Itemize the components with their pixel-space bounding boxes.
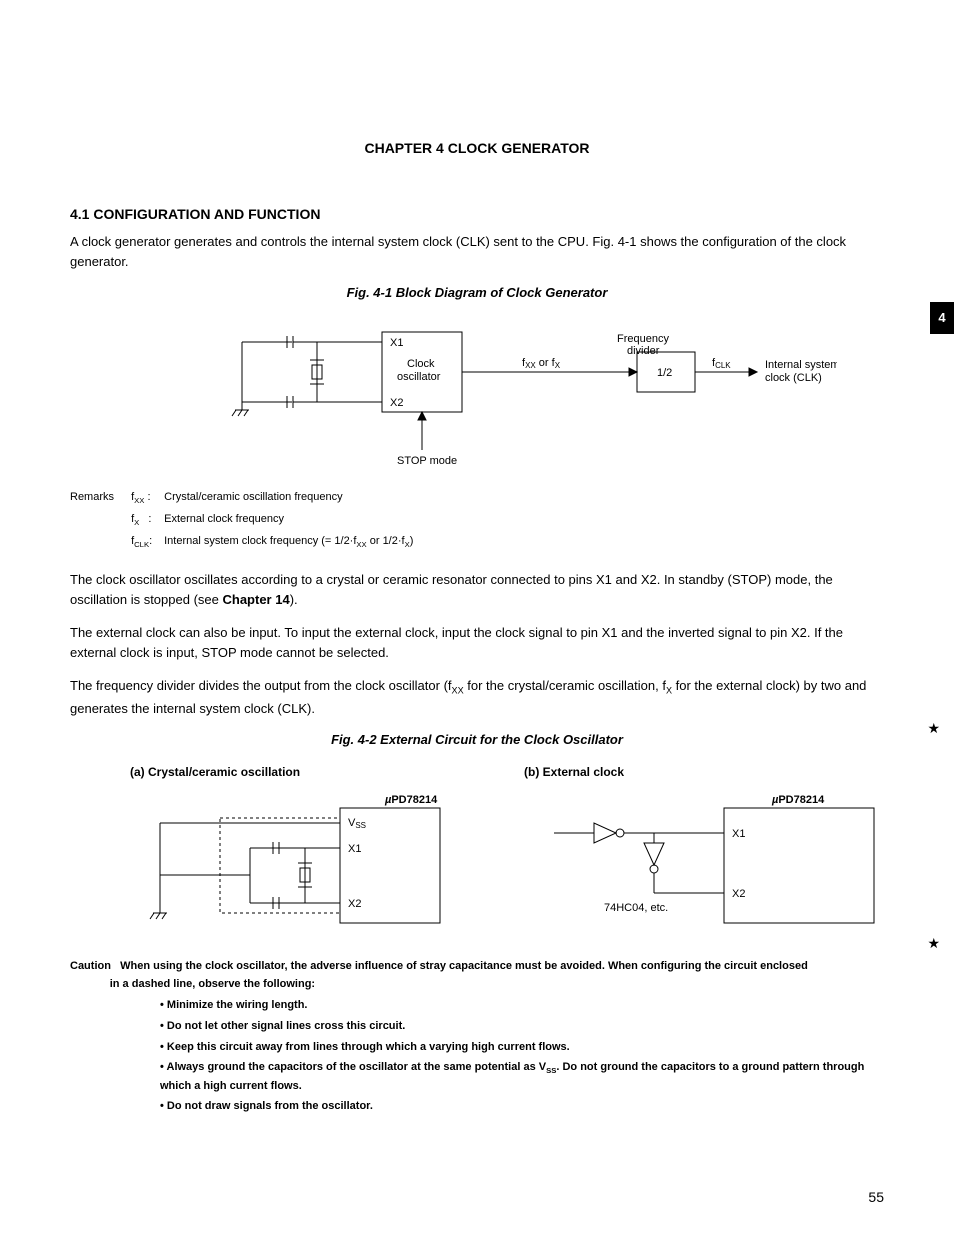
remark2-text: External clock frequency bbox=[164, 513, 284, 525]
svg-text:oscillator: oscillator bbox=[397, 371, 441, 383]
remark3-sym: fCLK: bbox=[131, 531, 161, 553]
svg-text:µPD78214: µPD78214 bbox=[771, 794, 825, 806]
svg-text:X2: X2 bbox=[348, 898, 361, 910]
remark1-text: Crystal/ceramic oscillation frequency bbox=[164, 491, 343, 503]
body-p2: The external clock can also be input. To… bbox=[70, 623, 884, 662]
svg-text:Clock: Clock bbox=[407, 358, 435, 370]
body-p1c: ). bbox=[290, 592, 298, 607]
fig2b-diagram: µPD78214 X1 X2 74HC04, etc. bbox=[524, 783, 884, 933]
chapter-title: CHAPTER 4 CLOCK GENERATOR bbox=[70, 140, 884, 156]
svg-text:1/2: 1/2 bbox=[657, 367, 672, 379]
remark3-text: Internal system clock frequency (= 1/2·f… bbox=[164, 535, 413, 547]
caution-item: Do not draw signals from the oscillator. bbox=[160, 1098, 884, 1116]
svg-text:74HC04, etc.: 74HC04, etc. bbox=[604, 902, 668, 914]
star-icon: ★ bbox=[927, 720, 940, 737]
svg-text:fCLK: fCLK bbox=[712, 357, 731, 370]
fig1-diagram: X1 X2 Clock oscillator fXX or fX Frequen… bbox=[70, 310, 884, 475]
remarks-block: Remarks fXX : Crystal/ceramic oscillatio… bbox=[70, 487, 884, 552]
svg-text:X1: X1 bbox=[732, 828, 745, 840]
caution-block: Caution When using the clock oscillator,… bbox=[70, 958, 884, 1116]
body-p1a: The clock oscillator oscillates accordin… bbox=[70, 572, 833, 607]
svg-text:VSS: VSS bbox=[348, 817, 366, 830]
svg-text:X1: X1 bbox=[390, 337, 403, 349]
side-tab: 4 bbox=[930, 302, 954, 334]
fig2a-title: (a) Crystal/ceramic oscillation bbox=[130, 765, 484, 779]
svg-text:STOP mode: STOP mode bbox=[397, 455, 457, 467]
caution-label: Caution bbox=[70, 960, 111, 972]
caution-item: Always ground the capacitors of the osci… bbox=[160, 1059, 884, 1095]
svg-text:Frequency: Frequency bbox=[617, 333, 669, 345]
svg-text:fXX or fX: fXX or fX bbox=[522, 357, 561, 370]
fig1-caption: Fig. 4-1 Block Diagram of Clock Generato… bbox=[70, 285, 884, 300]
caution-item: Keep this circuit away from lines throug… bbox=[160, 1039, 884, 1057]
caution-item: Do not let other signal lines cross this… bbox=[160, 1018, 884, 1036]
section-title: 4.1 CONFIGURATION AND FUNCTION bbox=[70, 206, 884, 222]
svg-text:µPD78214: µPD78214 bbox=[384, 794, 438, 806]
caution-item: Minimize the wiring length. bbox=[160, 997, 884, 1015]
intro-paragraph: A clock generator generates and controls… bbox=[70, 232, 884, 271]
fig2a-diagram: µPD78214 VSS X1 X2 bbox=[130, 783, 450, 933]
body-p1: The clock oscillator oscillates accordin… bbox=[70, 570, 884, 609]
body-p1b: Chapter 14 bbox=[222, 592, 289, 607]
remark2-sym: fX : bbox=[131, 509, 161, 531]
body-p3: The frequency divider divides the output… bbox=[70, 676, 884, 718]
fig2b-title: (b) External clock bbox=[524, 765, 884, 779]
page-number: 55 bbox=[868, 1189, 884, 1205]
svg-text:X2: X2 bbox=[390, 397, 403, 409]
svg-text:X2: X2 bbox=[732, 888, 745, 900]
svg-text:X1: X1 bbox=[348, 843, 361, 855]
svg-text:divider: divider bbox=[627, 345, 660, 357]
star-icon-2: ★ bbox=[927, 935, 940, 952]
fig2-caption: Fig. 4-2 External Circuit for the Clock … bbox=[70, 732, 884, 747]
svg-text:Internal system: Internal system bbox=[765, 359, 837, 371]
caution-lead: When using the clock oscillator, the adv… bbox=[70, 960, 808, 990]
remarks-label: Remarks bbox=[70, 487, 128, 508]
caution-list: Minimize the wiring length. Do not let o… bbox=[160, 997, 884, 1115]
svg-text:clock (CLK): clock (CLK) bbox=[765, 372, 822, 384]
remark1-sym: fXX : bbox=[131, 487, 161, 509]
